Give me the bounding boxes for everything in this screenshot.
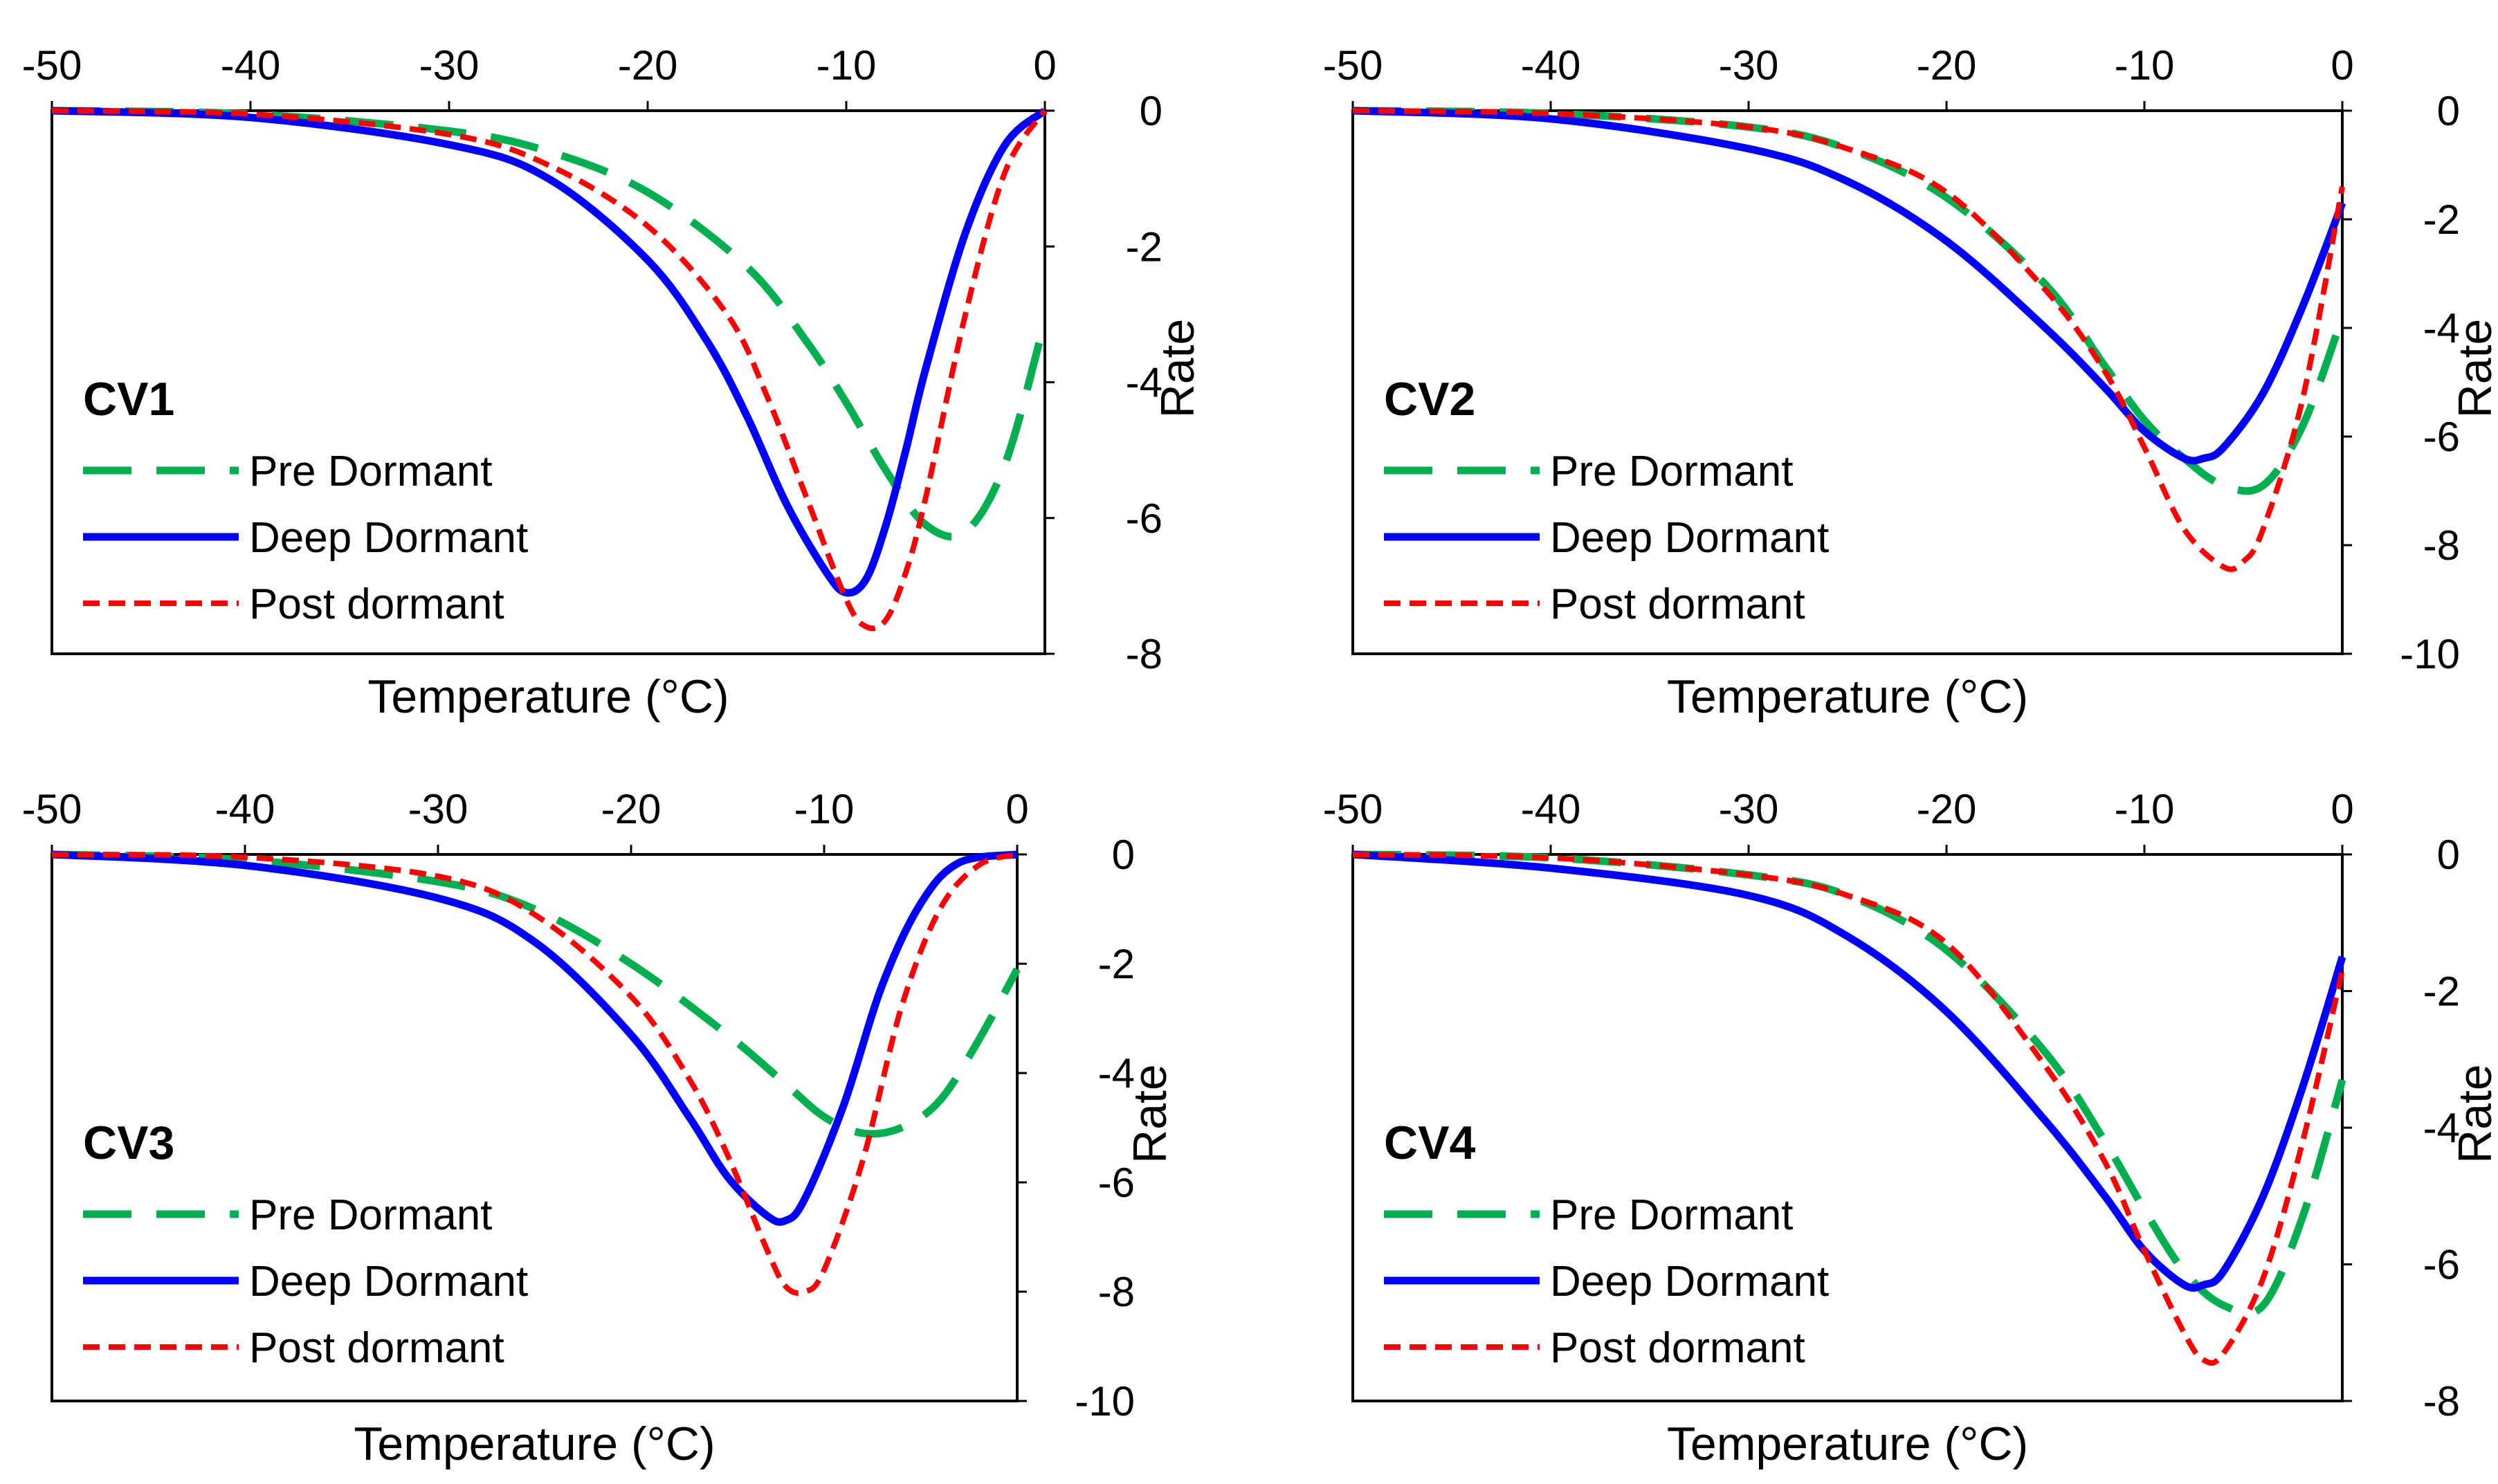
legend-label: Post dormant [249,1324,504,1372]
x-tick-label: 0 [1005,786,1028,832]
x-tick-label: 0 [1033,42,1056,89]
legend-label: Deep Dormant [249,514,528,562]
y-tick-label: -6 [2423,414,2460,460]
x-tick-label: -50 [1323,786,1383,832]
x-tick-label: -10 [817,42,877,89]
y-tick-label: 0 [1140,88,1163,134]
x-tick-label: -50 [1323,42,1383,89]
legend-label: Deep Dormant [249,1258,528,1306]
x-axis-label: Temperature (°C) [1667,1418,2028,1470]
x-tick-label: -30 [1719,42,1779,89]
series-line-deep-dormant [1352,850,2346,1292]
x-tick-label: -20 [601,786,662,832]
plot-frame [1351,109,2344,655]
y-tick-label: 0 [1112,832,1135,878]
series-line-pre-dormant [1352,850,2346,1317]
x-axis-label: Temperature (°C) [354,1418,715,1470]
x-tick-label: -30 [408,786,468,832]
legend-label: Pre Dormant [1550,1191,1793,1239]
y-tick-label: -2 [2423,969,2460,1015]
y-tick-label: -4 [1098,1050,1135,1097]
x-tick-label: -40 [1521,786,1581,832]
y-tick-label: 0 [2437,832,2460,878]
panel-title: CV2 [1384,373,1475,425]
panel-title: CV1 [83,373,174,425]
series-line-post-dormant [51,852,1019,1297]
y-tick-label: -8 [1098,1269,1135,1315]
y-tick-label: -2 [1098,941,1135,987]
y-tick-label: -10 [2400,631,2460,677]
y-tick-label: -6 [1126,495,1163,542]
y-tick-label: -8 [2423,1378,2460,1425]
legend-label: Pre Dormant [249,448,492,495]
legend-label: Pre Dormant [1550,448,1793,495]
y-tick-label: -8 [1126,631,1163,677]
series-line-pre-dormant [1352,107,2346,495]
x-tick-label: -30 [1719,786,1779,832]
panel-title: CV3 [83,1117,174,1169]
x-tick-label: -50 [22,786,82,832]
series-line-deep-dormant [1352,107,2346,465]
legend-label: Deep Dormant [1550,1258,1829,1306]
x-tick-label: -50 [22,42,82,89]
y-tick-label: 0 [2437,88,2460,134]
x-tick-label: -10 [794,786,855,832]
series-line-post-dormant [51,108,1048,632]
y-axis-label: Rate [2449,1064,2498,1164]
panel-title: CV4 [1384,1117,1475,1169]
y-axis-label: Rate [1124,1064,1176,1164]
plot-frame [51,109,1046,655]
legend-label: Pre Dormant [249,1191,492,1239]
x-tick-label: 0 [2331,786,2353,832]
legend-label: Post dormant [1550,1324,1805,1372]
series-line-pre-dormant [51,850,1021,1138]
x-tick-label: 0 [2331,42,2353,89]
y-tick-label: -4 [1126,360,1163,406]
y-tick-label: -4 [2423,1105,2460,1151]
legend-label: Deep Dormant [1550,514,1829,562]
legend-label: Post dormant [249,580,504,628]
x-tick-label: -40 [221,42,281,89]
y-tick-label: -6 [2423,1242,2460,1288]
x-axis-label: Temperature (°C) [1667,670,2028,723]
x-axis-label: Temperature (°C) [367,670,729,723]
plot-frame [51,853,1019,1402]
y-tick-label: -2 [2423,196,2460,243]
y-axis-label: Rate [2449,319,2498,419]
legend-label: Post dormant [1550,580,1805,628]
series-line-post-dormant [1352,852,2345,1366]
x-tick-label: -20 [618,42,678,89]
series-line-deep-dormant [51,107,1048,597]
x-tick-label: -40 [1521,42,1581,89]
series-line-deep-dormant [51,850,1018,1226]
x-tick-label: -20 [1917,786,1977,832]
x-tick-label: -10 [2115,786,2175,832]
y-tick-label: -10 [1075,1378,1135,1425]
x-tick-label: -40 [215,786,275,832]
x-tick-label: -20 [1917,42,1977,89]
y-axis-label: Rate [1151,319,1204,419]
x-tick-label: -30 [419,42,480,89]
x-tick-label: -10 [2115,42,2175,89]
series-line-post-dormant [1352,108,2345,572]
y-tick-label: -2 [1126,223,1163,270]
y-tick-label: -8 [2423,522,2460,569]
y-tick-label: -4 [2423,305,2460,351]
y-tick-label: -6 [1098,1160,1135,1206]
